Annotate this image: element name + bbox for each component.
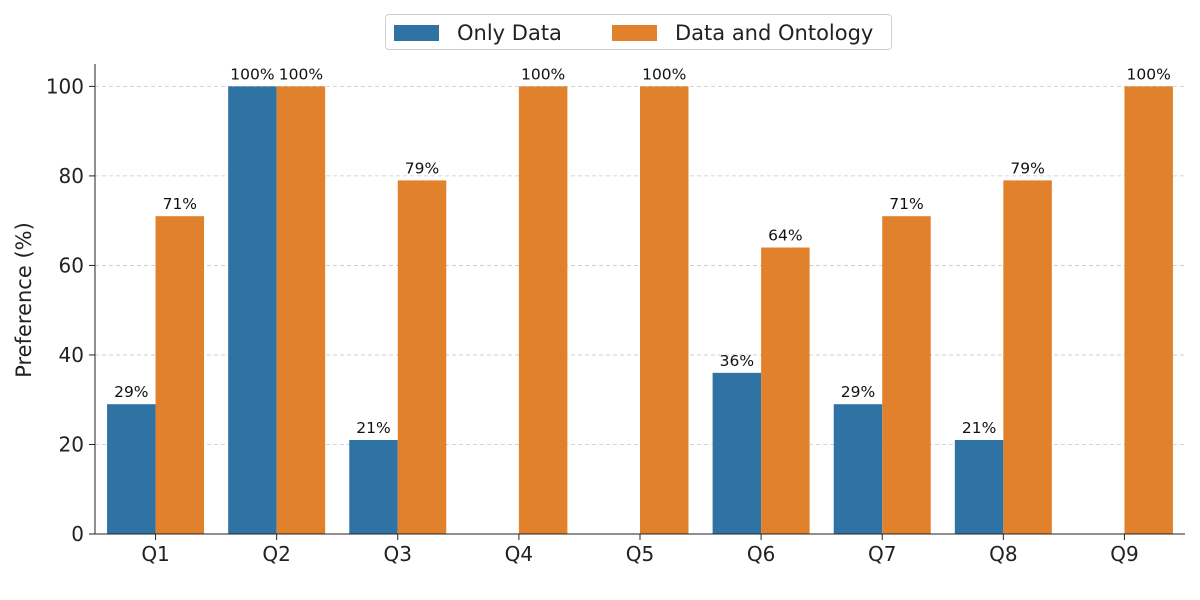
- bar-value-label: 79%: [1010, 159, 1044, 177]
- bar: [276, 86, 326, 534]
- bar: [954, 440, 1004, 534]
- y-tick-label: 0: [71, 522, 84, 546]
- bar: [155, 216, 205, 534]
- legend-label-only-data: Only Data: [457, 21, 562, 45]
- x-tick-label: Q9: [1110, 542, 1138, 566]
- x-tick-label: Q5: [626, 542, 654, 566]
- bar: [640, 86, 689, 534]
- bar-value-label: 71%: [163, 195, 197, 213]
- bar-value-label: 79%: [405, 159, 439, 177]
- legend-swatch-data-and-ontology: [612, 25, 657, 41]
- bar-value-label: 29%: [114, 383, 148, 401]
- y-tick-label: 100: [46, 74, 84, 98]
- bar-value-label: 100%: [1127, 65, 1171, 83]
- bar: [107, 404, 156, 534]
- legend-label-data-and-ontology: Data and Ontology: [675, 21, 874, 45]
- bar: [882, 216, 931, 534]
- bar-value-label: 100%: [230, 65, 274, 83]
- bar-value-label: 21%: [962, 419, 996, 437]
- x-tick-label: Q8: [989, 542, 1017, 566]
- bar: [349, 440, 398, 534]
- bar: [397, 180, 447, 534]
- y-tick-label: 20: [59, 432, 84, 456]
- bar: [712, 372, 762, 534]
- bar-value-label: 29%: [841, 383, 875, 401]
- x-tick-label: Q2: [262, 542, 290, 566]
- x-tick-label: Q4: [505, 542, 533, 566]
- x-tick-label: Q1: [141, 542, 169, 566]
- legend-item-data-and-ontology: Data and Ontology: [612, 15, 873, 51]
- legend-swatch-only-data: [394, 25, 439, 41]
- bar-value-label: 21%: [356, 419, 390, 437]
- x-tick-label: Q3: [384, 542, 412, 566]
- bar: [833, 404, 883, 534]
- bar-value-label: 100%: [521, 65, 565, 83]
- y-axis-label: Preference (%): [12, 222, 36, 378]
- legend: Only Data Data and Ontology: [385, 14, 892, 50]
- bar: [518, 86, 568, 534]
- bar: [1003, 180, 1052, 534]
- bar: [761, 247, 810, 534]
- legend-item-only-data: Only Data: [394, 15, 562, 51]
- x-tick-label: Q6: [747, 542, 775, 566]
- y-tick-label: 80: [59, 164, 84, 188]
- x-tick-label: Q7: [868, 542, 896, 566]
- y-tick-label: 60: [59, 253, 84, 277]
- bar-value-label: 64%: [768, 227, 802, 245]
- bar-value-label: 100%: [642, 65, 686, 83]
- bar-value-label: 36%: [720, 352, 754, 370]
- bar-value-label: 100%: [279, 65, 323, 83]
- bar-value-label: 71%: [889, 195, 923, 213]
- y-tick-label: 40: [59, 343, 84, 367]
- bar: [1124, 86, 1173, 534]
- bar: [228, 86, 277, 534]
